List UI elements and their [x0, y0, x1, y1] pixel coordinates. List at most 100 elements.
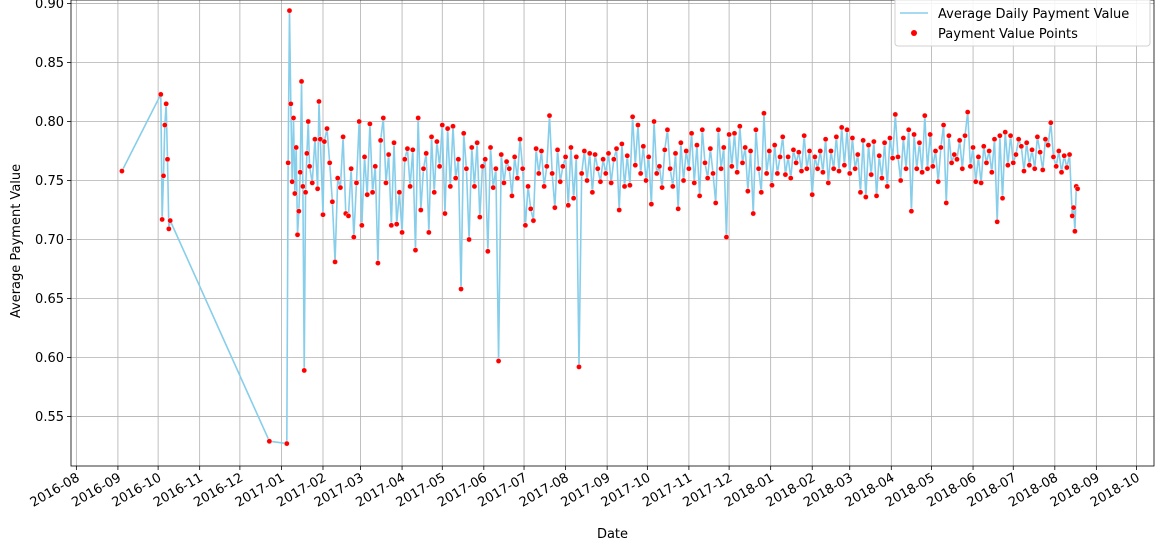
payment-value-point	[916, 139, 923, 146]
payment-value-point	[442, 210, 448, 217]
payment-value-point	[396, 189, 403, 196]
payment-value-point	[825, 180, 832, 186]
payment-value-point	[436, 163, 443, 170]
payment-value-point	[314, 185, 321, 192]
payment-value-point	[1053, 163, 1059, 170]
payment-value-point	[876, 152, 883, 159]
payment-value-point	[678, 139, 684, 146]
payment-value-point	[320, 211, 326, 218]
payment-value-point	[474, 139, 480, 146]
payment-value-point	[613, 145, 620, 152]
payment-value-point	[712, 200, 719, 206]
payment-value-point	[573, 154, 580, 160]
payment-value-point	[298, 78, 305, 85]
payment-value-point	[329, 198, 336, 205]
payment-value-point	[611, 156, 617, 163]
payment-value-point	[1005, 162, 1011, 168]
payment-value-point	[1072, 228, 1078, 235]
payment-value-point	[731, 130, 738, 137]
payment-value-point	[670, 183, 676, 190]
payment-value-point	[913, 165, 920, 172]
payment-value-point	[849, 135, 856, 141]
payment-value-point	[769, 182, 775, 189]
payment-value-point	[656, 163, 663, 170]
payment-value-point	[399, 229, 405, 236]
y-tick-label: 0.60	[35, 351, 64, 366]
payment-value-point	[463, 165, 470, 172]
payment-value-point	[699, 126, 706, 133]
payment-value-point	[632, 162, 639, 168]
payment-value-point	[908, 208, 915, 214]
payment-value-point	[324, 125, 330, 132]
payment-value-point	[292, 190, 298, 197]
payment-value-point	[608, 180, 614, 186]
payment-value-point	[163, 101, 169, 107]
payment-value-point	[723, 234, 730, 240]
payment-value-point	[846, 170, 853, 177]
payment-value-point	[1039, 167, 1046, 173]
payment-value-point	[745, 188, 751, 194]
payment-value-point	[892, 111, 899, 118]
payment-value-point	[879, 175, 885, 181]
payment-value-point	[439, 122, 446, 128]
payment-value-point	[836, 168, 842, 174]
payment-value-point	[927, 131, 933, 138]
payment-value-point	[586, 150, 593, 157]
payment-value-point	[434, 138, 440, 145]
y-axis-label: Average Payment Value	[9, 164, 24, 318]
payment-value-point	[304, 150, 310, 157]
payment-value-point	[560, 163, 566, 170]
payment-value-point	[460, 130, 467, 137]
payment-value-point	[664, 126, 671, 133]
payment-value-point	[940, 122, 947, 128]
payment-value-point	[570, 195, 577, 201]
payment-value-point	[157, 91, 164, 98]
payment-value-point	[887, 135, 893, 141]
payment-value-point	[943, 200, 950, 206]
payment-value-point	[385, 151, 392, 158]
payment-value-point	[830, 165, 837, 172]
payment-value-point	[787, 175, 794, 181]
payment-value-point	[164, 156, 171, 163]
payment-value-point	[782, 171, 789, 178]
payment-value-point	[919, 169, 925, 176]
plot-frame	[70, 0, 1155, 467]
payment-value-point	[621, 183, 628, 190]
payment-value-point	[458, 286, 464, 292]
grid-lines	[71, 0, 1154, 466]
payment-value-point	[881, 139, 888, 146]
payment-value-point	[418, 207, 424, 213]
payment-value-point	[377, 137, 384, 144]
payment-value-point	[605, 150, 612, 157]
payment-value-point	[986, 148, 992, 154]
payment-value-point	[549, 170, 555, 177]
payment-value-point	[568, 144, 574, 151]
payment-value-point	[812, 154, 818, 160]
payment-value-point	[616, 207, 623, 213]
y-tick-label: 0.70	[35, 233, 64, 248]
payment-value-point	[1047, 119, 1054, 126]
payment-value-point	[375, 260, 381, 266]
payment-value-point	[530, 217, 537, 224]
y-tick-label: 0.65	[35, 292, 64, 307]
payment-value-point	[356, 118, 362, 125]
payment-value-point	[519, 165, 526, 172]
payment-value-point	[1037, 149, 1043, 155]
payment-value-point	[967, 163, 974, 170]
payment-value-point	[1058, 169, 1065, 176]
payment-value-point	[852, 165, 858, 172]
payment-value-point	[972, 178, 979, 185]
payment-value-point	[1013, 151, 1019, 158]
payment-value-point	[546, 112, 553, 119]
payment-value-point	[694, 142, 700, 148]
payment-value-point	[948, 160, 955, 166]
payment-value-point	[804, 165, 810, 172]
payment-value-point	[750, 210, 757, 217]
payment-value-point	[312, 136, 318, 143]
payment-value-point	[415, 115, 421, 121]
y-tick-label: 0.85	[35, 56, 64, 71]
payment-value-point	[477, 214, 483, 220]
payment-value-point	[334, 175, 341, 181]
payment-value-point	[288, 101, 294, 107]
payment-value-point	[648, 201, 655, 207]
